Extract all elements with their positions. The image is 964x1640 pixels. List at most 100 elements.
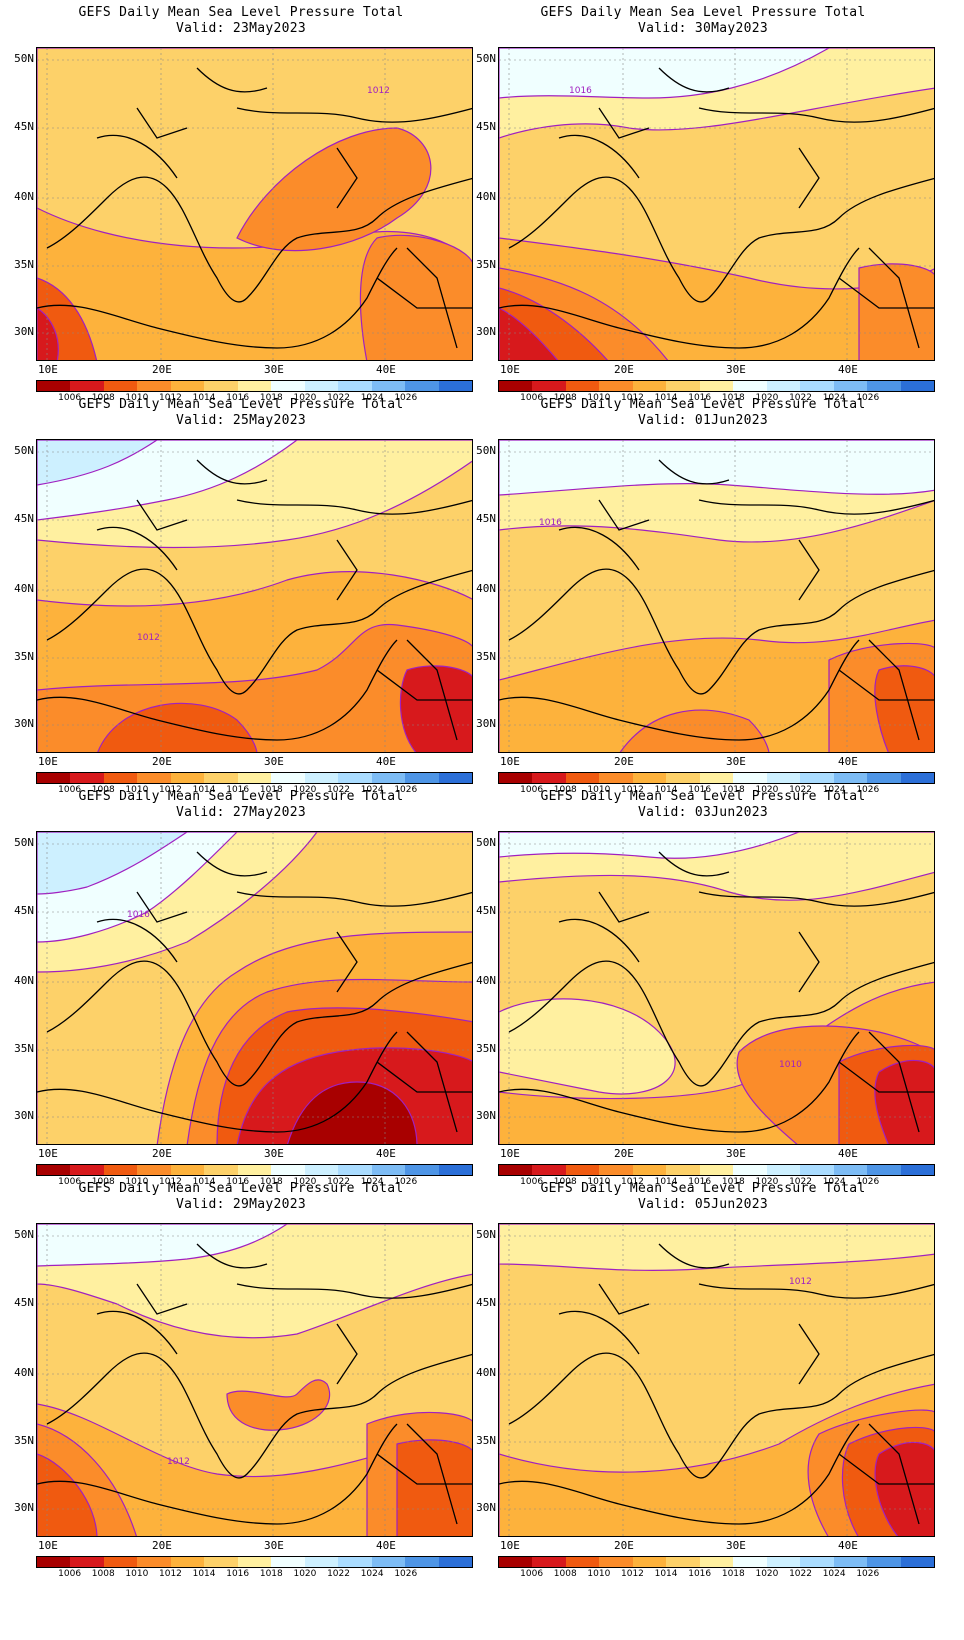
coastline (499, 67, 934, 349)
colorbar-label: 1020 (293, 785, 317, 795)
colorbar-swatch (733, 1165, 767, 1175)
colorbar-label: 1024 (360, 393, 384, 403)
colorbar-swatch (499, 1165, 533, 1175)
colorbar-swatch (532, 381, 566, 391)
colorbar-swatch (733, 773, 767, 783)
valid-date: Valid: 30May2023 (637, 21, 769, 36)
pressure-map: 1012 (36, 439, 473, 753)
lon-label: 20E (614, 755, 634, 768)
colorbar-label: 1008 (91, 785, 115, 795)
colorbar-label: 1020 (755, 1569, 779, 1579)
colorbar-label: 1006 (520, 1177, 544, 1187)
colorbar-swatch (371, 1557, 406, 1567)
lat-label: 40N (14, 1366, 34, 1379)
lon-label: 40E (838, 755, 858, 768)
coastline (37, 1243, 472, 1525)
panel-title: GEFS Daily Mean Sea Level Pressure Total (78, 1181, 404, 1196)
colorbar (36, 1164, 473, 1176)
pressure-map: 1012 (36, 47, 473, 361)
pressure-region (499, 619, 934, 752)
colorbar-label: 1008 (553, 785, 577, 795)
colorbar-swatch (137, 1557, 171, 1567)
colorbar-label: 1026 (394, 393, 418, 403)
colorbar-swatch (70, 381, 104, 391)
pressure-map: 1016 (498, 47, 935, 361)
colorbar-swatch (103, 1165, 138, 1175)
colorbar-swatch (833, 1557, 868, 1567)
colorbar-label: 1018 (259, 1569, 283, 1579)
colorbar-label: 1024 (822, 1569, 846, 1579)
colorbar-swatch (800, 1165, 834, 1175)
colorbar-swatch (204, 773, 238, 783)
colorbar-swatch (271, 381, 305, 391)
coastline (499, 851, 934, 1133)
colorbar-label: 1022 (789, 1177, 812, 1187)
valid-date: Valid: 27May2023 (175, 805, 307, 820)
colorbar-label: 1026 (394, 1569, 418, 1579)
colorbar-swatch (699, 773, 734, 783)
pressure-region (236, 127, 432, 252)
pressure-map: 1012 (498, 1223, 935, 1537)
colorbar-label: 1014 (654, 1177, 678, 1187)
contour-label: 1012 (789, 1277, 812, 1287)
lon-label: 40E (376, 1147, 396, 1160)
contour-label: 1012 (367, 86, 390, 96)
colorbar-label: 1014 (192, 393, 216, 403)
lat-label: 50N (14, 52, 34, 65)
lon-label: 20E (152, 1147, 172, 1160)
colorbar-swatch (438, 773, 473, 783)
colorbar-label: 1024 (822, 785, 846, 795)
lon-label: 20E (152, 363, 172, 376)
colorbar-swatch (565, 1557, 600, 1567)
lon-label: 20E (152, 1539, 172, 1552)
colorbar-swatch (565, 381, 600, 391)
lat-label: 30N (14, 1109, 34, 1122)
colorbar-swatch (271, 773, 305, 783)
lon-label: 10E (500, 755, 520, 768)
colorbar-swatch (237, 1165, 272, 1175)
lon-label: 10E (500, 1539, 520, 1552)
colorbar-label: 1012 (621, 393, 644, 403)
colorbar-swatch (499, 381, 533, 391)
pressure-map: 1016 (498, 439, 935, 753)
colorbar-label: 1008 (91, 1177, 115, 1187)
colorbar-label: 1020 (293, 1177, 317, 1187)
colorbar-swatch (405, 773, 439, 783)
colorbar-label: 1024 (360, 1177, 384, 1187)
colorbar-label: 1014 (192, 1177, 216, 1187)
lon-label: 30E (264, 363, 284, 376)
pressure-region (499, 998, 676, 1095)
contour-label: 1010 (779, 1060, 802, 1070)
colorbar-label: 1006 (520, 1569, 544, 1579)
lon-label: 40E (838, 1539, 858, 1552)
valid-date: Valid: 23May2023 (175, 21, 307, 36)
contour-label: 1012 (167, 1457, 190, 1467)
colorbar-label: 1014 (654, 1569, 678, 1579)
colorbar-swatch (103, 381, 138, 391)
lon-label: 30E (264, 1147, 284, 1160)
colorbar-label: 1024 (822, 1177, 846, 1187)
colorbar-label: 1010 (587, 393, 611, 403)
map-panel: GEFS Daily Mean Sea Level Pressure Total… (462, 784, 944, 1194)
lon-label: 10E (38, 755, 58, 768)
colorbar-label: 1014 (192, 1569, 216, 1579)
lat-label: 40N (14, 190, 34, 203)
colorbar-label: 1010 (587, 1569, 611, 1579)
colorbar-swatch (338, 1165, 372, 1175)
pressure-region (37, 1453, 98, 1536)
colorbar-swatch (800, 381, 834, 391)
colorbar-label: 1012 (621, 1569, 644, 1579)
colorbar-label: 1016 (688, 1569, 712, 1579)
colorbar-label: 1016 (688, 785, 712, 795)
colorbar-swatch (766, 1165, 801, 1175)
colorbar-label: 1026 (856, 393, 880, 403)
map-panel: GEFS Daily Mean Sea Level Pressure Total… (462, 0, 944, 410)
colorbar-swatch (271, 1165, 305, 1175)
pressure-region (97, 702, 258, 752)
colorbar-swatch (766, 381, 801, 391)
colorbar-label: 1018 (721, 785, 745, 795)
colorbar-label: 1010 (125, 1569, 149, 1579)
colorbar (498, 772, 935, 784)
valid-date: Valid: 03Jun2023 (637, 805, 769, 820)
colorbar-label: 1026 (394, 785, 418, 795)
